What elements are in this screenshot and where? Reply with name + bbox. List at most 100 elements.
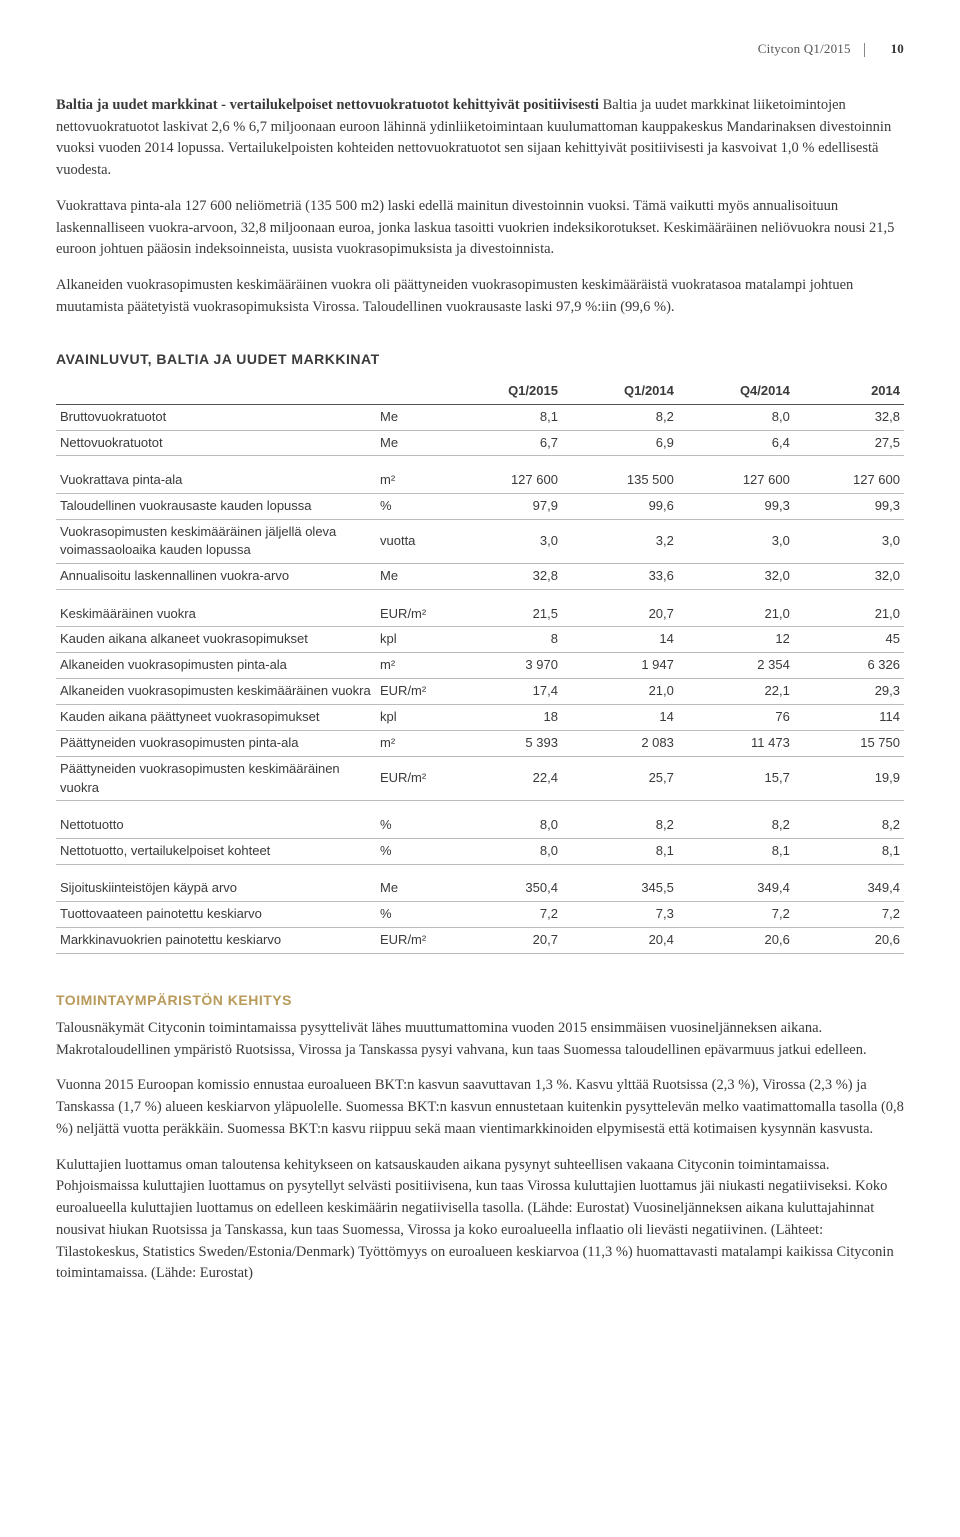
row-label: Tuottovaateen painotettu keskiarvo [56, 901, 376, 927]
row-value: 22,4 [446, 756, 562, 801]
row-unit: m² [376, 653, 446, 679]
row-value: 8,2 [678, 813, 794, 838]
page-header: Citycon Q1/2015 10 [56, 40, 904, 59]
col-label [56, 379, 376, 404]
table-row: Nettotuotto, vertailukelpoiset kohteet% 8… [56, 838, 904, 864]
table-row [56, 864, 904, 876]
row-value: 97,9 [446, 493, 562, 519]
row-unit: % [376, 838, 446, 864]
intro-p3: Alkaneiden vuokrasopimusten keskimääräin… [56, 275, 904, 319]
row-value: 127 600 [446, 468, 562, 493]
row-value: 99,3 [794, 493, 904, 519]
row-value: 25,7 [562, 756, 678, 801]
row-value: 7,3 [562, 901, 678, 927]
row-value: 3,0 [446, 519, 562, 564]
row-value: 18 [446, 705, 562, 731]
row-unit: Me [376, 430, 446, 456]
table-row: Nettotuotto%8,08,28,28,2 [56, 813, 904, 838]
table-row: Vuokrattava pinta-alam²127 600135 500127… [56, 468, 904, 493]
row-unit: % [376, 901, 446, 927]
table-row [56, 801, 904, 813]
row-value: 20,6 [794, 927, 904, 953]
page-number: 10 [891, 41, 904, 56]
row-value: 21,0 [562, 679, 678, 705]
row-value: 8,2 [794, 813, 904, 838]
row-label: Päättyneiden vuokrasopimusten pinta-ala [56, 730, 376, 756]
row-value: 21,5 [446, 602, 562, 627]
row-value: 8,2 [562, 813, 678, 838]
row-value: 6 326 [794, 653, 904, 679]
row-value: 349,4 [678, 876, 794, 901]
row-label: Vuokrasopimusten keskimääräinen jäljellä… [56, 519, 376, 564]
gap-cell [56, 456, 904, 468]
row-value: 33,6 [562, 564, 678, 590]
row-value: 8 [446, 627, 562, 653]
table-row: NettovuokratuototMe6,76,96,427,5 [56, 430, 904, 456]
table-row [56, 456, 904, 468]
row-unit: EUR/m² [376, 602, 446, 627]
table-row: Päättyneiden vuokrasopimusten keskimäärä… [56, 756, 904, 801]
sec2-title: TOIMINTAYMPÄRISTÖN KEHITYS [56, 990, 904, 1010]
row-unit: EUR/m² [376, 756, 446, 801]
row-label: Sijoituskiinteistöjen käypä arvo [56, 876, 376, 901]
row-value: 15 750 [794, 730, 904, 756]
row-value: 3,2 [562, 519, 678, 564]
row-value: 6,7 [446, 430, 562, 456]
row-value: 14 [562, 627, 678, 653]
gap-cell [56, 801, 904, 813]
table-row: Taloudellinen vuokrausaste kauden lopuss… [56, 493, 904, 519]
row-label: Keskimääräinen vuokra [56, 602, 376, 627]
table-head-row: Q1/2015 Q1/2014 Q4/2014 2014 [56, 379, 904, 404]
col-2014: 2014 [794, 379, 904, 404]
row-label: Kauden aikana päättyneet vuokrasopimukse… [56, 705, 376, 731]
row-label: Nettotuotto, vertailukelpoiset kohteet [56, 838, 376, 864]
header-divider [864, 43, 865, 57]
row-value: 45 [794, 627, 904, 653]
row-value: 5 393 [446, 730, 562, 756]
row-value: 8,1 [794, 838, 904, 864]
table-row: Kauden aikana alkaneet vuokrasopimuksetk… [56, 627, 904, 653]
row-value: 8,0 [446, 813, 562, 838]
table-row [56, 590, 904, 602]
row-value: 349,4 [794, 876, 904, 901]
row-value: 6,9 [562, 430, 678, 456]
row-label: Nettovuokratuotot [56, 430, 376, 456]
row-value: 1 947 [562, 653, 678, 679]
row-value: 21,0 [794, 602, 904, 627]
row-value: 11 473 [678, 730, 794, 756]
row-value: 6,4 [678, 430, 794, 456]
row-unit: m² [376, 468, 446, 493]
table-row: Tuottovaateen painotettu keskiarvo% 7,2 7,… [56, 901, 904, 927]
intro-p2: Vuokrattava pinta-ala 127 600 neliömetri… [56, 196, 904, 261]
row-value: 20,4 [562, 927, 678, 953]
row-value: 114 [794, 705, 904, 731]
row-value: 14 [562, 705, 678, 731]
row-value: 8,1 [678, 838, 794, 864]
row-unit: Me [376, 404, 446, 430]
row-label: Alkaneiden vuokrasopimusten keskimääräin… [56, 679, 376, 705]
row-value: 29,3 [794, 679, 904, 705]
row-value: 7,2 [794, 901, 904, 927]
row-unit: kpl [376, 705, 446, 731]
row-value: 127 600 [794, 468, 904, 493]
row-value: 76 [678, 705, 794, 731]
table-row: Sijoituskiinteistöjen käypä arvoMe350,43… [56, 876, 904, 901]
row-value: 2 083 [562, 730, 678, 756]
table-row: BruttovuokratuototMe8,18,28,032,8 [56, 404, 904, 430]
row-value: 32,8 [794, 404, 904, 430]
row-value: 17,4 [446, 679, 562, 705]
row-label: Kauden aikana alkaneet vuokrasopimukset [56, 627, 376, 653]
row-value: 135 500 [562, 468, 678, 493]
intro-section: Baltia ja uudet markkinat - vertailukelp… [56, 95, 904, 319]
row-label: Taloudellinen vuokrausaste kauden lopuss… [56, 493, 376, 519]
row-value: 8,0 [678, 404, 794, 430]
row-value: 127 600 [678, 468, 794, 493]
row-value: 27,5 [794, 430, 904, 456]
row-unit: Me [376, 564, 446, 590]
row-value: 32,8 [446, 564, 562, 590]
row-value: 19,9 [794, 756, 904, 801]
row-label: Bruttovuokratuotot [56, 404, 376, 430]
table-title: AVAINLUVUT, BALTIA JA UUDET MARKKINAT [56, 349, 904, 369]
row-value: 12 [678, 627, 794, 653]
row-value: 8,1 [562, 838, 678, 864]
